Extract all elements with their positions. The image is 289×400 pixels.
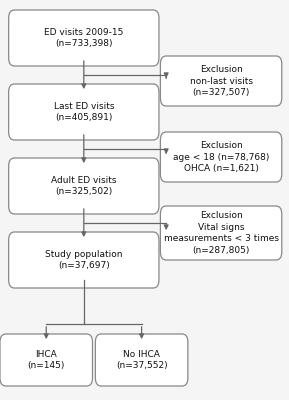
FancyBboxPatch shape [9,158,159,214]
FancyBboxPatch shape [0,334,92,386]
FancyBboxPatch shape [9,10,159,66]
Text: IHCA
(n=145): IHCA (n=145) [27,350,65,370]
FancyBboxPatch shape [160,56,282,106]
Text: Adult ED visits
(n=325,502): Adult ED visits (n=325,502) [51,176,116,196]
Text: ED visits 2009-15
(n=733,398): ED visits 2009-15 (n=733,398) [44,28,123,48]
FancyBboxPatch shape [160,206,282,260]
FancyBboxPatch shape [9,232,159,288]
Text: Exclusion
age < 18 (n=78,768)
OHCA (n=1,621): Exclusion age < 18 (n=78,768) OHCA (n=1,… [173,141,269,173]
FancyBboxPatch shape [95,334,188,386]
Text: No IHCA
(n=37,552): No IHCA (n=37,552) [116,350,167,370]
Text: Last ED visits
(n=405,891): Last ED visits (n=405,891) [53,102,114,122]
Text: Exclusion
Vital signs
measurements < 3 times
(n=287,805): Exclusion Vital signs measurements < 3 t… [164,211,279,255]
Text: Study population
(n=37,697): Study population (n=37,697) [45,250,123,270]
FancyBboxPatch shape [160,132,282,182]
Text: Exclusion
non-last visits
(n=327,507): Exclusion non-last visits (n=327,507) [190,65,253,97]
FancyBboxPatch shape [9,84,159,140]
